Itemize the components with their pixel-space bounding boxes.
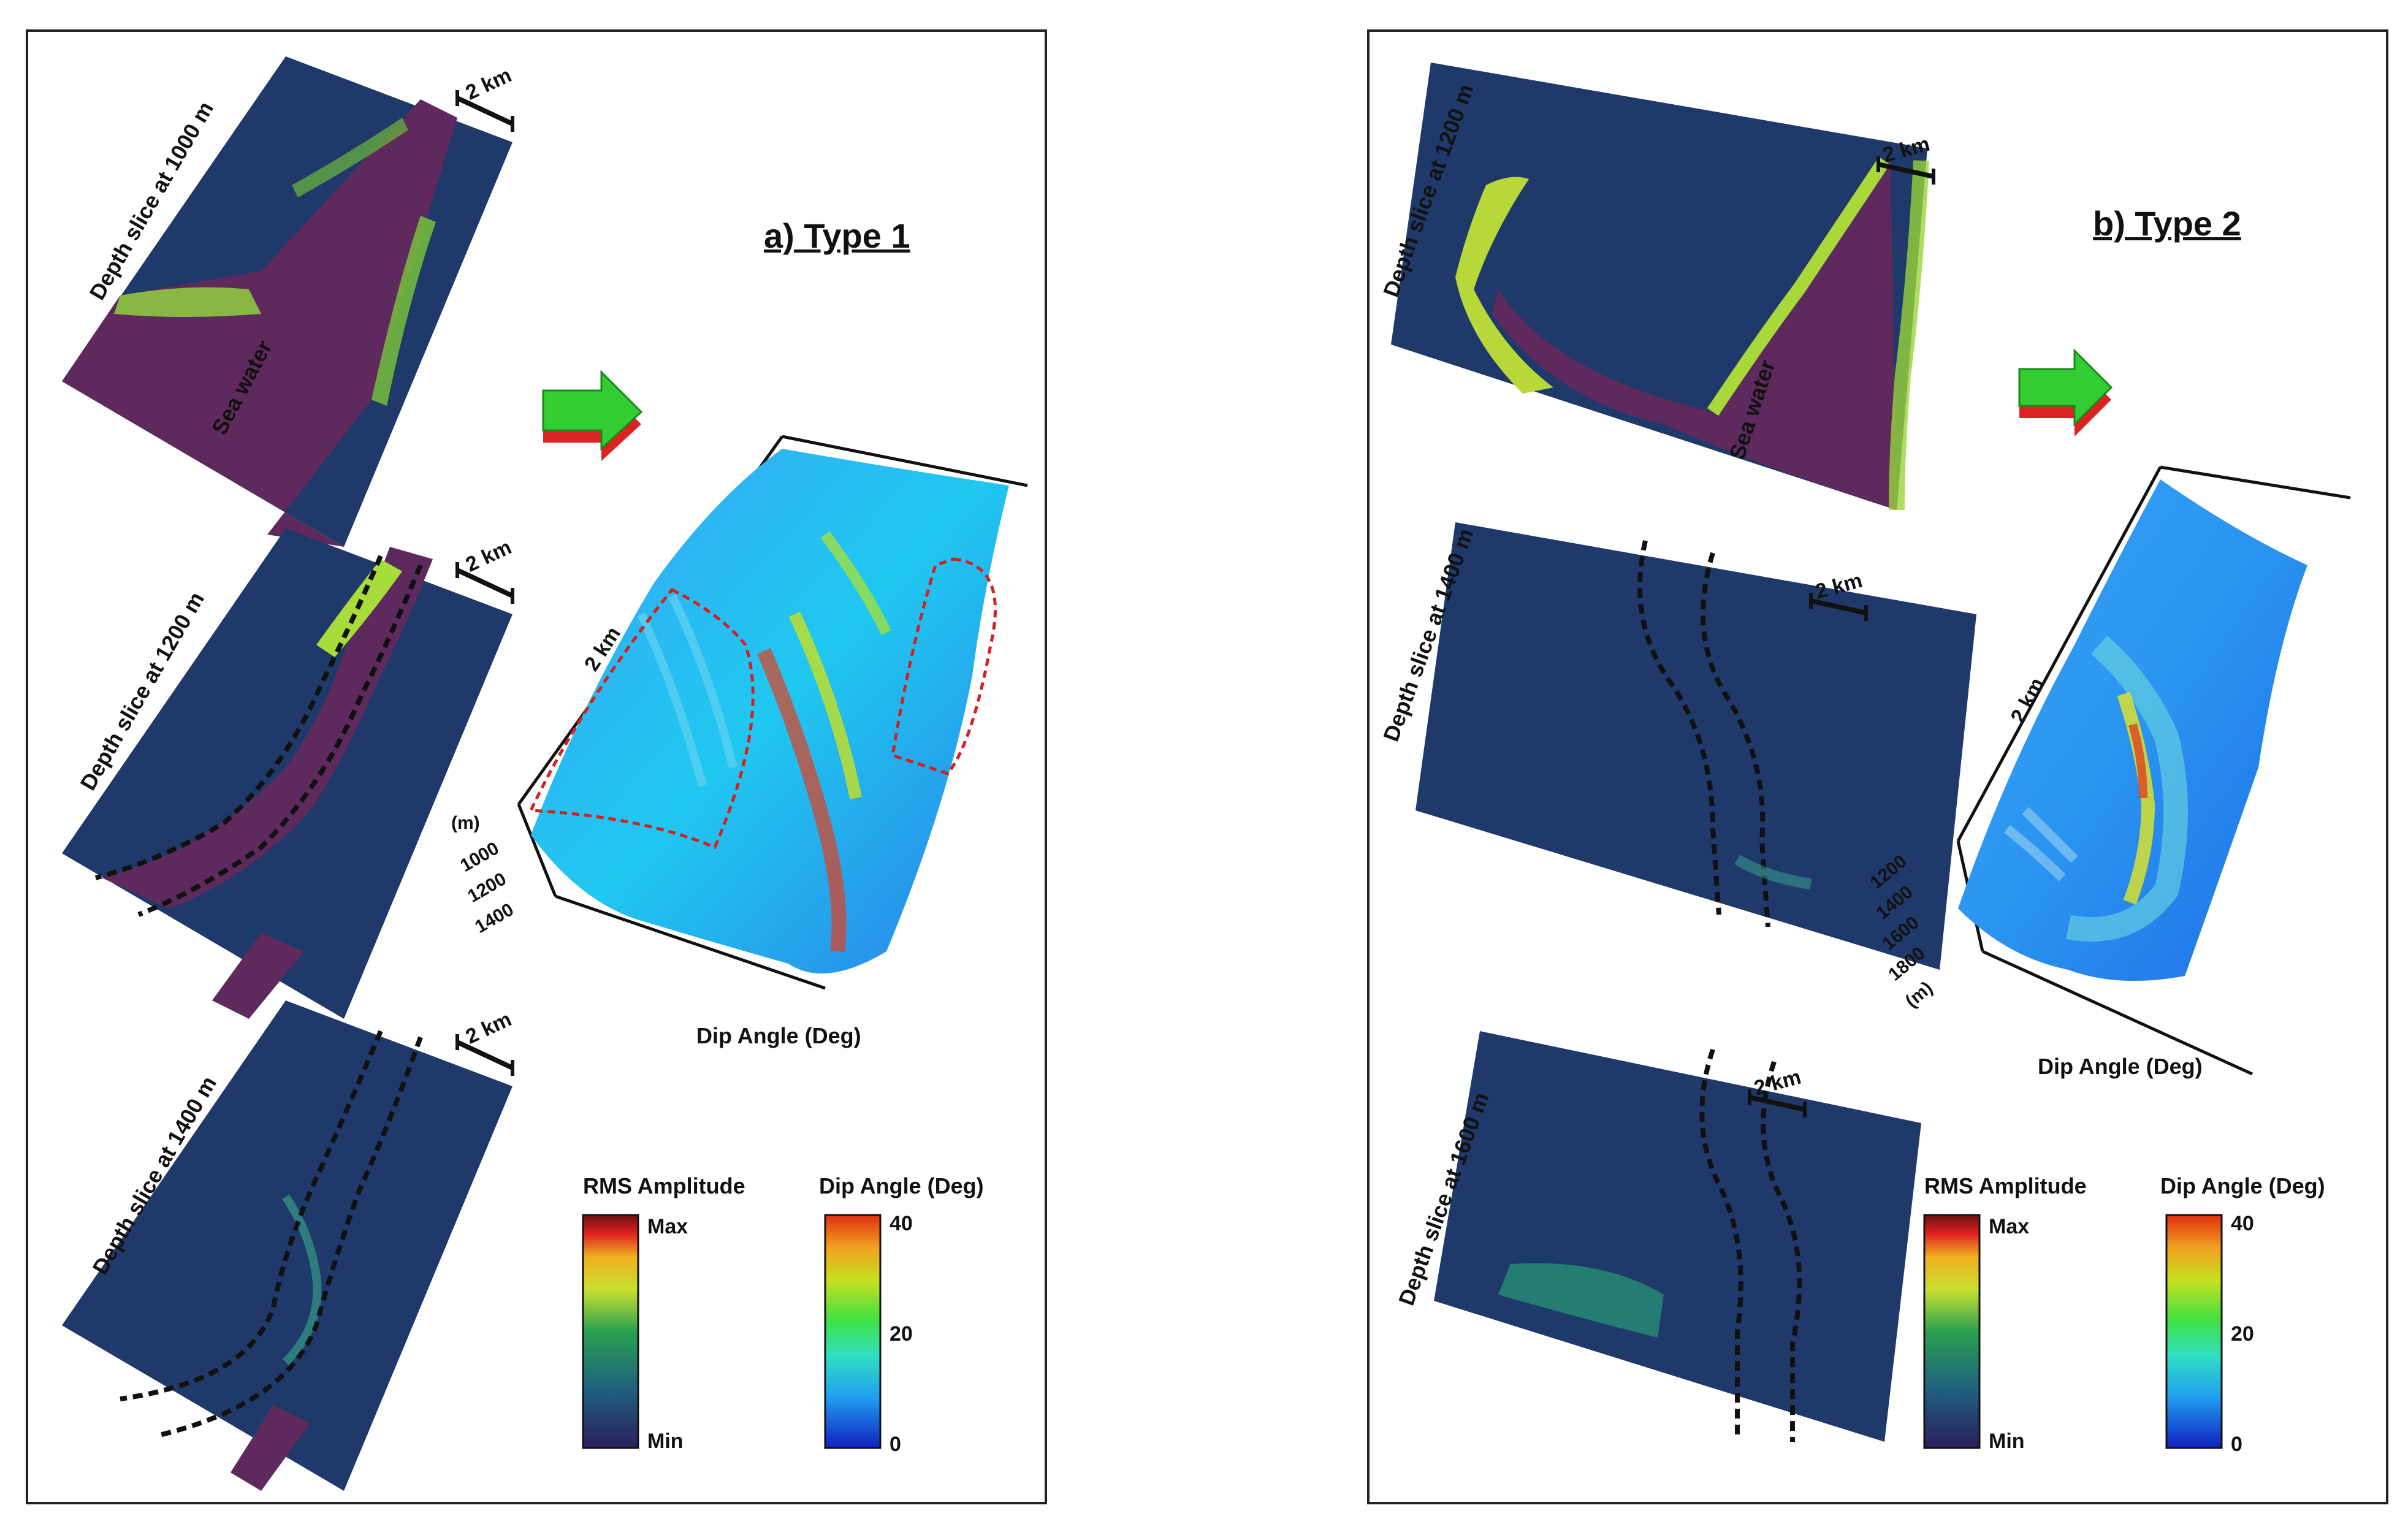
panel-b-figure: 2 km Sea water Depth slice at 1200 m 2 k… <box>1378 63 2351 1456</box>
svg-text:(m): (m) <box>1902 978 1937 1011</box>
arrow-icon <box>2018 348 2113 436</box>
svg-text:20: 20 <box>2231 1322 2254 1346</box>
arrow-icon <box>542 370 643 461</box>
rms-legend: RMS Amplitude Max Min <box>1923 1173 2087 1453</box>
scale-bar: 2 km <box>455 1007 515 1076</box>
slice-b-1600: 2 km Depth slice at 1600 m <box>1393 1031 1921 1442</box>
scale-bar: 2 km <box>455 63 515 132</box>
svg-text:40: 40 <box>2231 1212 2254 1235</box>
scale-bar: 2 km <box>455 535 515 604</box>
slice-a-1400: 2 km Depth slice at 1400 m <box>62 1000 515 1491</box>
svg-text:0: 0 <box>2231 1433 2242 1456</box>
panel-a-figure: 2 km Sea water Depth slice at 1000 m 2 k… <box>62 56 1028 1491</box>
svg-text:RMS Amplitude: RMS Amplitude <box>1924 1173 2087 1198</box>
panel-b-title: b) Type 2 <box>2093 204 2241 243</box>
svg-text:Min: Min <box>647 1430 684 1453</box>
svg-text:1000: 1000 <box>457 838 502 876</box>
surface-a: 2 km (m) 1000 1200 1400 Dip Angle (Deg) <box>451 435 1028 1048</box>
slice-a-1200: 2 km Depth slice at 1200 m <box>62 528 515 1019</box>
svg-text:Max: Max <box>1989 1215 2029 1238</box>
svg-text:0: 0 <box>890 1433 901 1456</box>
dip-legend: Dip Angle (Deg) 40 20 0 <box>819 1173 984 1456</box>
svg-text:Min: Min <box>1989 1430 2025 1453</box>
svg-text:Max: Max <box>647 1215 688 1238</box>
slice-a-1000: 2 km Sea water Depth slice at 1000 m <box>62 56 515 547</box>
svg-text:2 km: 2 km <box>462 63 515 104</box>
rms-legend: RMS Amplitude Max Min <box>582 1173 745 1453</box>
svg-text:Dip Angle (Deg): Dip Angle (Deg) <box>819 1173 984 1198</box>
svg-text:Dip Angle (Deg): Dip Angle (Deg) <box>2160 1173 2325 1198</box>
svg-text:2 km: 2 km <box>462 1007 515 1048</box>
panel-type-1: a) Type 1 <box>26 29 1047 1504</box>
svg-text:40: 40 <box>890 1212 913 1235</box>
svg-text:2 km: 2 km <box>462 535 515 576</box>
surface-attribute-label: Dip Angle (Deg) <box>2038 1054 2203 1079</box>
svg-text:1400: 1400 <box>471 899 517 937</box>
panel-a-title: a) Type 1 <box>764 216 910 255</box>
svg-text:(m): (m) <box>451 813 480 833</box>
svg-text:1200: 1200 <box>464 869 509 907</box>
panel-type-2: b) Type 2 <box>1367 29 2388 1504</box>
surface-attribute-label: Dip Angle (Deg) <box>696 1023 861 1048</box>
dip-legend: Dip Angle (Deg) 40 20 0 <box>2160 1173 2325 1456</box>
svg-text:RMS Amplitude: RMS Amplitude <box>583 1173 745 1198</box>
slice-b-1200: 2 km Sea water Depth slice at 1200 m <box>1378 63 1935 511</box>
svg-text:20: 20 <box>890 1322 913 1346</box>
